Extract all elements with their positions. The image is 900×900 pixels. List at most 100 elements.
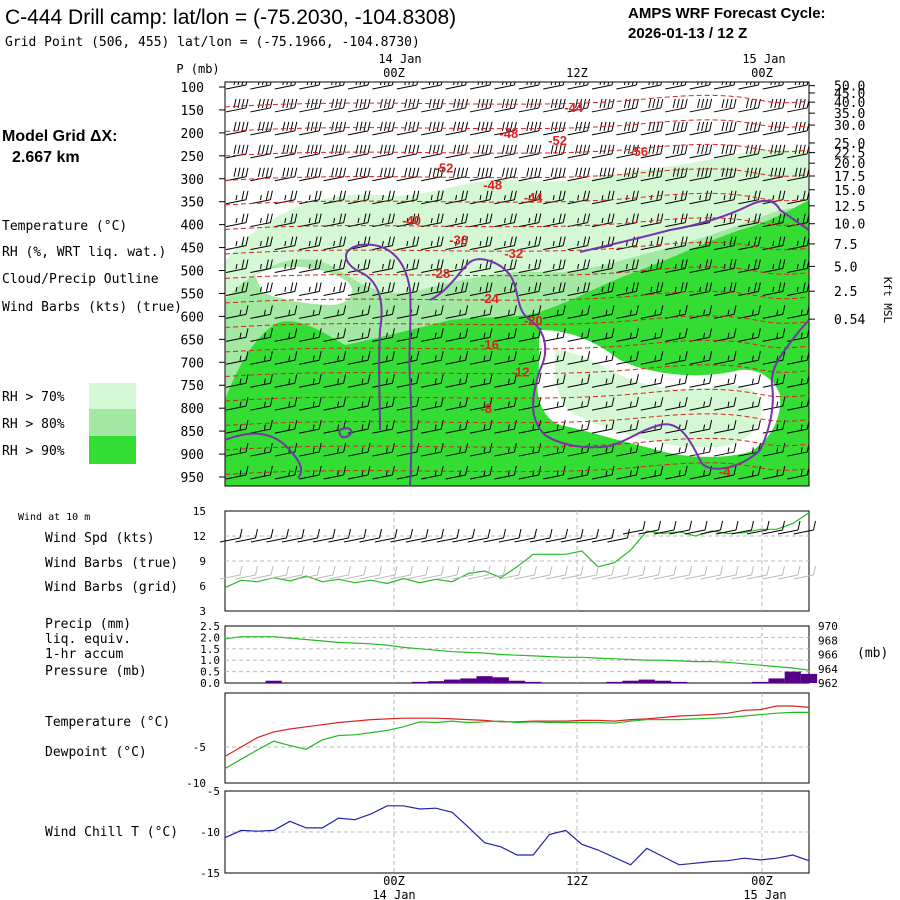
wind-barb [713,98,737,113]
wind-barb [762,565,785,580]
wind-barb [689,82,711,90]
wind-barb [567,98,591,113]
wind-barb [616,167,639,182]
wind-barb [665,328,688,342]
height-tick-label: 30.0 [834,119,865,134]
wind-barb [372,282,395,296]
temperature-contour-label: -56 [629,144,648,159]
legend-temperature: Temperature (°C) [2,219,127,234]
wind-barbs-grid-label: Wind Barbs (grid) [45,580,178,595]
precip-bar [606,681,623,683]
wind-barb [421,442,444,457]
pressure-tick-label: 700 [181,356,204,371]
wind-barb [359,565,382,580]
wind-barb [250,190,273,205]
wind-barb [498,565,522,580]
precip-bar [427,681,444,683]
wind-barb [738,213,761,228]
wind-barb [640,374,664,388]
temperature-contour-label: -52 [435,160,454,175]
wind-barb [299,213,322,228]
wind-barb [372,397,395,411]
temperature-contour-label: -48 [499,126,518,141]
wind-barb [250,565,274,580]
legend-cloud-outline: Cloud/Precip Outline [2,272,159,287]
wind-barb [518,121,542,136]
temperature-contour-label: -4 [719,464,731,479]
wind-barb [689,374,713,388]
wind-barb [274,98,298,113]
wind-chill-label: Wind Chill T (°C) [45,825,178,840]
wind-barb [762,144,786,159]
wind-barb [299,351,322,365]
wind-barb [787,351,809,365]
pressure-labels: 100 150 200 250 300 350 400 450 500 550 600 650 700 7… [181,81,204,486]
wind-barb [713,121,737,136]
wind-barb [738,374,761,388]
wind-barb [299,305,322,319]
wind-barb [299,167,322,182]
dewpoint-label: Dewpoint (°C) [45,745,147,760]
wind-barb [225,282,249,296]
wind-barb [494,167,517,182]
wind-barb [665,465,688,480]
wind-barb [665,442,688,457]
temperature-contour-line [225,168,809,181]
wind-barb [567,259,591,274]
wind-barb [638,565,661,580]
wind-barb [323,465,347,480]
wind-barb [665,282,688,296]
wind-barb [323,328,347,342]
pressure-ticks [219,85,815,478]
wind-barb [469,98,493,113]
wind-barb [347,144,371,159]
wind-barb [713,259,737,274]
wind-barb [445,351,469,365]
wind-speed-tick-label: 9 [199,555,206,568]
wind-barb [436,565,460,580]
wind-barb [469,397,493,411]
wind-barb [787,442,809,457]
wind-speed-tick-label: 15 [193,505,206,518]
wind-barb [323,305,347,319]
wind-barb [622,565,646,580]
wind-barb [787,98,809,113]
upper-air-wind-barbs [225,82,809,480]
pressure-tick-label: 650 [181,333,204,348]
height-tick-label: 25.0 [834,137,865,152]
pressure-tick-label: 600 [181,310,204,325]
wind-barb [514,528,537,543]
wind-barb [738,259,761,274]
wind-barb [518,351,542,365]
wind-barb [591,465,615,480]
wind-barb [225,167,249,182]
wind-barb [421,420,444,434]
wind-barb [250,374,273,388]
wind-barb [640,190,664,205]
wind-barb [713,82,736,90]
precip-bar [752,681,769,683]
wind-barb [746,565,770,580]
wind-barb [469,144,493,159]
wind-barb [445,82,467,90]
temperature-contour-line [225,119,809,132]
temperature-contour-label: -24 [480,291,500,306]
wind-barb [469,236,493,251]
pressure-label: Pressure (mb) [45,664,147,679]
wind-barb [250,528,274,543]
wind-barb [323,82,345,90]
wind-barb [640,236,664,251]
wind-barb [653,520,677,535]
wind-barb [616,374,639,388]
wind-barb [483,565,506,580]
temperature-contour-labels: -44 -48 -52 -56 -52 -48 -44 -40 -36 -32 -28 -24 -20 -… [402,100,731,479]
wind-barb [576,565,599,580]
wind-barb [689,121,713,136]
wind-barb [640,121,664,136]
wind-barb [518,144,542,159]
wind-barb [347,213,371,228]
wind-barb [347,465,371,480]
wind-barb [445,167,469,182]
wind-barb [483,528,506,543]
